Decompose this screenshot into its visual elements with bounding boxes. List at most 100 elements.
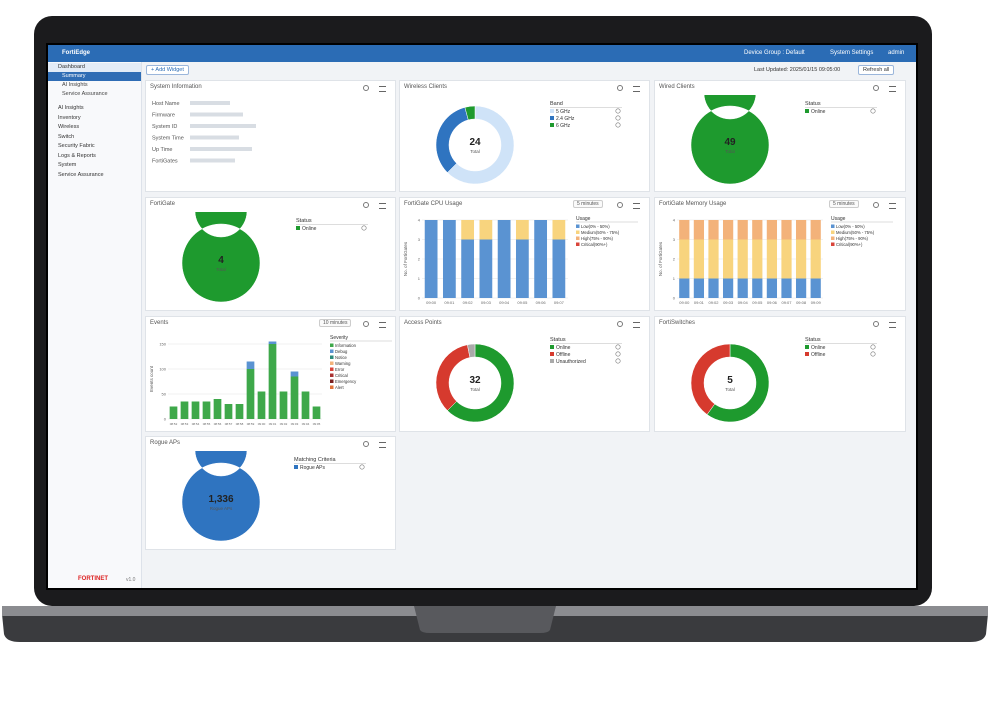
settings[interactable]: System Settings	[830, 50, 874, 56]
field-key: System Time	[152, 136, 184, 142]
legend-swatch	[576, 236, 580, 240]
menu-icon[interactable]	[379, 86, 386, 92]
legend-item: 5 GHz	[556, 109, 571, 115]
refresh-icon[interactable]	[363, 85, 369, 91]
bar-segment	[268, 344, 277, 419]
bar-segment	[279, 391, 288, 419]
menu-item[interactable]: AI Insights	[58, 105, 84, 111]
donut-label: Total	[470, 149, 480, 154]
menu-item[interactable]: Service Assurance	[58, 171, 104, 178]
menu-icon[interactable]	[379, 322, 386, 328]
bar-segment	[479, 220, 493, 240]
refresh-icon[interactable]	[363, 202, 369, 208]
legend-item: Medium(50% - 75%)	[581, 230, 620, 235]
x-tick-label: 08:59	[247, 422, 255, 426]
field-value	[190, 124, 256, 128]
dropdown[interactable]: 10 minutes	[319, 319, 352, 327]
donut-total: 4	[218, 255, 224, 266]
legend-swatch	[831, 236, 835, 240]
menu-item[interactable]: System	[58, 162, 77, 168]
menu-icon[interactable]	[889, 322, 896, 328]
menu-icon[interactable]	[633, 86, 640, 92]
menu-icon[interactable]	[889, 203, 896, 209]
menu-icon[interactable]	[889, 86, 896, 92]
menu-item[interactable]: Switch	[58, 133, 75, 140]
bar-segment	[202, 401, 211, 419]
bar-segment	[693, 220, 705, 240]
donut-segment	[467, 343, 476, 358]
legend-icon	[615, 122, 621, 128]
widget: Events 10 minutes Events count 0 50 100 150 08:…	[145, 316, 396, 432]
legend-item: Critical(90%+)	[581, 242, 608, 247]
refresh-icon[interactable]	[873, 202, 879, 208]
menu-item[interactable]: Dashboard	[48, 63, 141, 72]
y-tick-label: 1	[673, 276, 676, 281]
legend-item: Medium(50% - 75%)	[836, 230, 875, 235]
x-tick-label: 09:07	[554, 300, 565, 305]
legend-item: Critical(90%+)	[836, 242, 863, 247]
widget: Wireless Clients 24 Total Band 5 GHz 2.4 GHz 6…	[399, 80, 650, 192]
refresh-icon[interactable]	[873, 321, 879, 327]
dropdown[interactable]: 5 minutes	[829, 200, 859, 208]
bar-segment	[752, 220, 763, 240]
bar-segment	[552, 239, 566, 298]
menu-item[interactable]: AI Insights	[62, 82, 88, 88]
donut-segment	[435, 107, 469, 173]
bar-segment	[180, 401, 189, 419]
refresh-icon[interactable]	[873, 85, 879, 91]
bar-segment	[781, 220, 792, 240]
legend-title: Matching Criteria	[294, 457, 337, 463]
legend-swatch	[330, 349, 334, 353]
x-tick-label: 09:00	[426, 300, 437, 305]
refresh-icon[interactable]	[363, 321, 369, 327]
donut-total: 32	[469, 375, 481, 386]
menu-icon[interactable]	[379, 203, 386, 209]
bar-segment	[766, 220, 778, 240]
menu-item[interactable]: Inventory	[58, 114, 81, 121]
refresh-icon[interactable]	[617, 85, 623, 91]
widget: FortiGate CPU Usage 5 minutes No. of Forti…	[399, 197, 650, 311]
menu-icon[interactable]	[379, 442, 386, 448]
y-tick-label: 150	[159, 342, 166, 347]
menu-item[interactable]: Service Assurance	[62, 91, 108, 97]
x-tick-label: 09:00	[679, 300, 690, 305]
legend-swatch	[831, 230, 835, 234]
donut-total: 49	[724, 137, 736, 148]
widget-body: No. of FortiGates 0 1 2 3 4 09:00 09:01 09:02 09:…	[403, 216, 638, 305]
widget-body: Host Name Firmware System ID System Time Up …	[152, 101, 256, 165]
menu-item[interactable]: Wireless	[58, 124, 80, 130]
x-tick-label: 09:03	[481, 300, 492, 305]
bar-segment	[497, 220, 511, 298]
menu-item[interactable]: Logs & Reports	[58, 152, 96, 159]
add-widget[interactable]: + Add Widget	[146, 65, 189, 75]
menu-item[interactable]: Summary	[48, 72, 141, 81]
legend-item: Low(0% - 50%)	[581, 224, 610, 229]
legend-item: 6 GHz	[556, 123, 571, 129]
menu-item[interactable]: Security Fabric	[58, 143, 95, 149]
x-tick-label: 08:55	[203, 422, 211, 426]
refresh-icon[interactable]	[617, 202, 623, 208]
legend-item: Online	[811, 109, 826, 115]
legend-item: Alert	[335, 385, 344, 390]
refresh-all[interactable]: Refresh all	[858, 65, 895, 75]
menu-icon[interactable]	[633, 322, 640, 328]
bar-segment	[479, 239, 493, 298]
refresh-icon[interactable]	[363, 441, 369, 447]
legend-swatch	[550, 359, 554, 363]
refresh-icon[interactable]	[617, 321, 623, 327]
legend-icon	[359, 464, 365, 470]
menu-icon[interactable]	[633, 203, 640, 209]
field-key: Firmware	[152, 113, 175, 119]
widget-title: FortiSwitches	[659, 320, 696, 326]
bar-segment	[708, 239, 719, 279]
bar-segment	[708, 278, 719, 298]
user[interactable]: admin	[888, 50, 905, 56]
device-group[interactable]: Device Group : Default	[744, 50, 805, 56]
bar-segment	[552, 220, 566, 240]
x-tick-label: 08:53	[181, 422, 189, 426]
dropdown[interactable]: 5 minutes	[573, 200, 603, 208]
bar-segment	[810, 278, 821, 298]
